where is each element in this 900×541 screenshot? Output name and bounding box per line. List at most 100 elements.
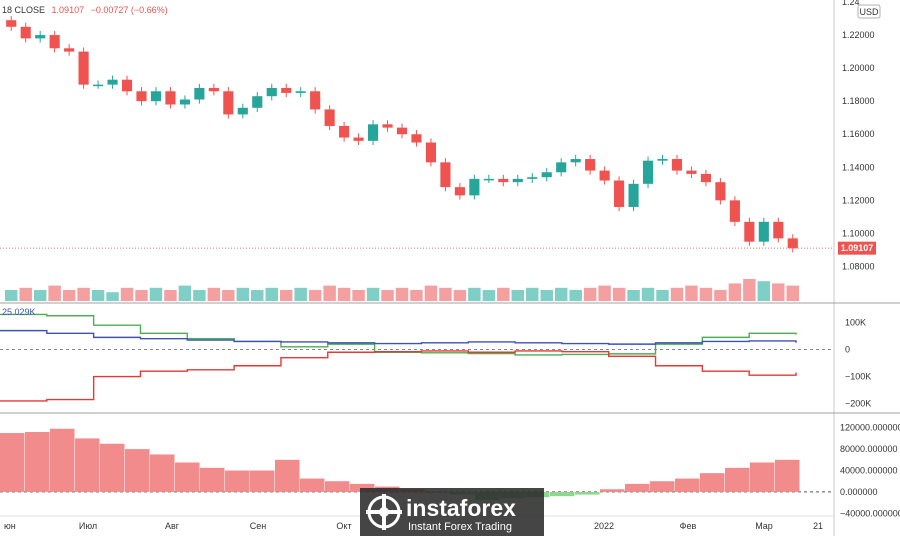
histogram-bar bbox=[350, 483, 375, 492]
close-value: 1.09107 bbox=[52, 5, 85, 15]
volume-bar bbox=[294, 287, 307, 301]
volume-bar bbox=[699, 287, 713, 301]
candle-body bbox=[64, 48, 75, 52]
histogram-bar bbox=[175, 462, 200, 492]
price-tick: 1.12000 bbox=[842, 195, 875, 205]
brand-icon-spoke-b bbox=[366, 510, 402, 514]
volume-bar bbox=[62, 290, 76, 301]
price-tick-labels: 1.24 1.22000 1.20000 1.18000 1.16000 1.14000 1… bbox=[842, 0, 875, 271]
histogram-bar bbox=[725, 467, 750, 492]
candle-body bbox=[773, 221, 784, 239]
time-tick: 21 bbox=[813, 521, 823, 531]
candle-body bbox=[339, 125, 350, 138]
brand-tagline: Instant Forex Trading bbox=[408, 521, 512, 533]
candle-body bbox=[179, 99, 190, 105]
candle-body bbox=[758, 221, 769, 242]
price-tag: 1.09107 bbox=[841, 243, 874, 253]
volume-bar bbox=[149, 287, 163, 301]
candle-body bbox=[295, 91, 306, 93]
volume-bar bbox=[424, 285, 438, 301]
candle-body bbox=[483, 178, 494, 181]
histogram-bar bbox=[600, 489, 625, 492]
volume-bar bbox=[598, 285, 611, 301]
histogram-bar bbox=[575, 491, 600, 495]
price-tick: 1.24 bbox=[842, 0, 860, 7]
candle-body bbox=[715, 182, 726, 201]
price-tick: 1.20000 bbox=[842, 63, 875, 73]
candle-body bbox=[93, 84, 104, 87]
cot-tick: −200K bbox=[845, 399, 871, 409]
histogram-bar bbox=[0, 433, 25, 492]
candle-body bbox=[498, 178, 509, 183]
change-value: −0.00727 (−0.66%) bbox=[91, 5, 168, 15]
volume-bar bbox=[19, 287, 32, 301]
candle-body bbox=[411, 134, 422, 143]
hist-tick: 120000.000000 bbox=[840, 423, 900, 433]
hist-tick: 80000.000000 bbox=[840, 444, 898, 454]
histogram-bar bbox=[25, 431, 50, 492]
candle-body bbox=[744, 221, 755, 242]
time-tick: Сен bbox=[250, 521, 267, 531]
volume-bar bbox=[106, 292, 119, 301]
volume-bar bbox=[279, 290, 293, 301]
price-tick: 1.08000 bbox=[842, 261, 875, 271]
volume-bar bbox=[685, 285, 698, 301]
price-tick: 1.22000 bbox=[842, 30, 875, 40]
candle-body bbox=[570, 159, 581, 163]
volume-bar bbox=[641, 287, 655, 301]
indicator-label: 25.029K bbox=[2, 307, 36, 317]
volume-bar bbox=[5, 290, 18, 301]
candle-body bbox=[512, 178, 523, 183]
volume-bar bbox=[670, 287, 684, 301]
price-tick: 1.14000 bbox=[842, 162, 875, 172]
candle-body bbox=[281, 87, 292, 93]
candle-body bbox=[585, 159, 596, 171]
symbol-close-label: 18 CLOSE bbox=[2, 5, 45, 15]
volume-bar bbox=[656, 290, 669, 301]
candle-body bbox=[252, 96, 263, 108]
volume-bar bbox=[772, 283, 785, 301]
histogram-bar bbox=[775, 459, 800, 492]
volume-bar bbox=[193, 290, 206, 301]
volume-bar bbox=[366, 287, 380, 301]
candle-body bbox=[367, 124, 379, 141]
candle-body bbox=[208, 87, 219, 92]
histogram-bar bbox=[200, 467, 225, 492]
volume-bar bbox=[410, 290, 423, 301]
brand-icon bbox=[366, 494, 402, 530]
volume-bar bbox=[511, 290, 525, 301]
time-tick: Мар bbox=[755, 521, 773, 531]
candle-body bbox=[440, 162, 451, 188]
volume-bar bbox=[308, 290, 322, 301]
candle-body bbox=[78, 51, 89, 85]
volume-bars bbox=[5, 279, 799, 301]
volume-bar bbox=[164, 290, 177, 301]
hist-tick: −40000.000000 bbox=[840, 508, 900, 518]
volume-bar bbox=[757, 281, 771, 301]
volume-bar bbox=[395, 287, 409, 301]
volume-bar bbox=[48, 285, 61, 301]
volume-bar bbox=[714, 290, 727, 301]
volume-bar bbox=[222, 290, 235, 301]
cot-series-line bbox=[0, 329, 797, 345]
price-tick: 1.10000 bbox=[842, 228, 875, 238]
volume-bar bbox=[743, 279, 756, 301]
candle-body bbox=[150, 91, 162, 102]
histogram-bar bbox=[625, 483, 650, 492]
currency-badge-box[interactable] bbox=[857, 4, 881, 19]
volume-bar bbox=[323, 285, 336, 301]
cot-series-line bbox=[0, 313, 797, 356]
histogram-bar bbox=[75, 438, 100, 492]
cot-tick: 0 bbox=[845, 345, 850, 355]
currency-badge[interactable]: USD bbox=[859, 7, 879, 17]
ohlc-header: 18 CLOSE 1.09107 −0.00727 (−0.66%) bbox=[2, 5, 168, 15]
candle-body bbox=[729, 200, 740, 222]
histogram-bar bbox=[275, 459, 300, 492]
histogram-bar bbox=[300, 478, 325, 492]
candle-body bbox=[107, 79, 118, 85]
candle-body bbox=[121, 79, 133, 92]
price-tick: 1.18000 bbox=[842, 96, 875, 106]
cot-tick-labels: 100K 0 −100K −200K bbox=[845, 318, 871, 409]
time-tick: Фев bbox=[680, 521, 697, 531]
time-tick: юн bbox=[4, 521, 16, 531]
